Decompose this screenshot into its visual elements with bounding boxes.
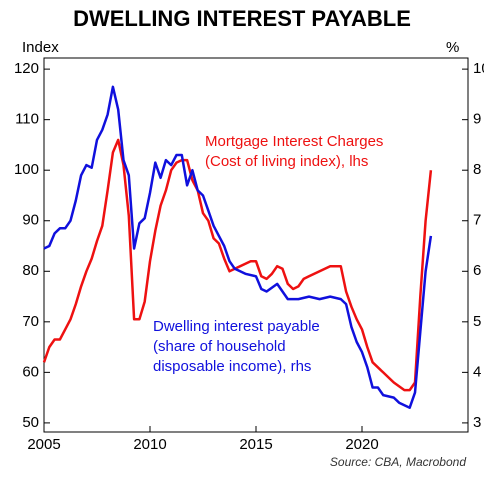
y2-tick-label: 7 xyxy=(473,212,481,229)
y-tick-label: 110 xyxy=(15,111,39,128)
y2-tick-label: 4 xyxy=(473,363,481,380)
y2-tick-label: 8 xyxy=(473,161,481,178)
series-line xyxy=(43,85,433,409)
y-tick-label: 50 xyxy=(22,414,39,431)
y-axis-label: Index xyxy=(22,39,59,56)
y-tick-label: 60 xyxy=(22,363,39,380)
source: Source: CBA, Macrobond xyxy=(330,455,466,469)
y-tick-label: 100 xyxy=(14,161,39,178)
x-tick-label: 2005 xyxy=(27,436,60,453)
series-line xyxy=(42,138,433,392)
y-tick-label: 120 xyxy=(14,60,39,77)
y2-axis-label: % xyxy=(446,39,459,56)
series-label: Mortgage Interest Charges xyxy=(205,133,383,150)
series-label: (share of household xyxy=(153,338,286,355)
chart-title: DWELLING INTEREST PAYABLE xyxy=(73,6,411,31)
x-tick-label: 2010 xyxy=(133,436,166,453)
y2-tick-label: 9 xyxy=(473,111,481,128)
series-label: disposable income), rhs xyxy=(153,358,311,375)
x-tick-label: 2020 xyxy=(345,436,378,453)
y-tick-label: 80 xyxy=(22,262,39,279)
series-label: Dwelling interest payable xyxy=(153,318,320,335)
x-tick-label: 2015 xyxy=(239,436,272,453)
series-label: (Cost of living index), lhs xyxy=(205,153,368,170)
y-tick-label: 70 xyxy=(22,313,39,330)
y-tick-label: 90 xyxy=(22,212,39,229)
y2-tick-label: 6 xyxy=(473,262,481,279)
y2-tick-label: 5 xyxy=(473,313,481,330)
y2-tick-label: 10 xyxy=(473,60,484,77)
y2-tick-label: 3 xyxy=(473,414,481,431)
